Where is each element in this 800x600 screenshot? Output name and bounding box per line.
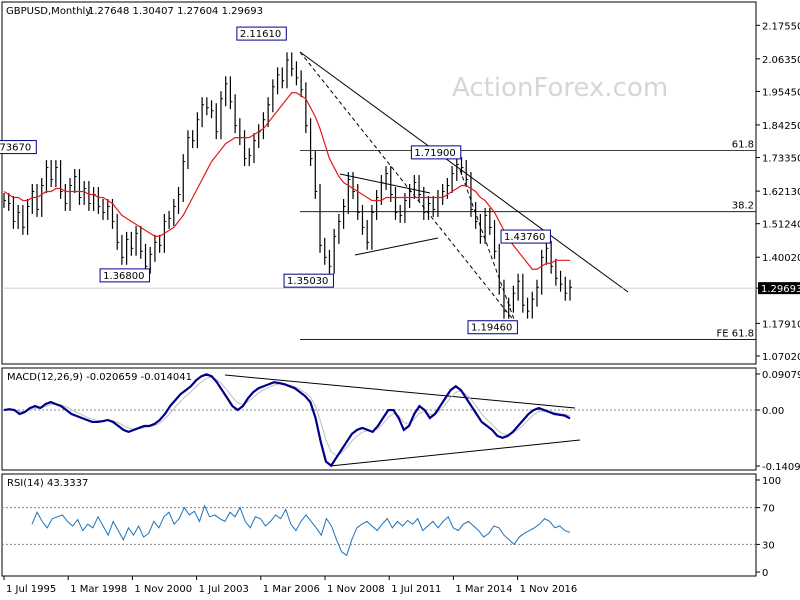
y-tick-label: 1.62130: [762, 187, 800, 198]
annotation-box: [410, 145, 462, 160]
x-tick-label: 1 Nov 2016: [520, 584, 578, 595]
annotation-label: 1.36800: [103, 271, 144, 282]
annotation-label: 2.11610: [240, 29, 281, 40]
symbol-label: GBPUSD,Monthly: [6, 6, 91, 17]
macd-line: [3, 373, 571, 468]
rsi-panel: [1, 473, 757, 577]
rsi-y-tick-label: 70: [762, 504, 775, 515]
y-tick-label: 1.84250: [762, 121, 800, 132]
price-panel: [1, 1, 757, 365]
x-tick-label: 1 Jul 2011: [391, 584, 441, 595]
price-layer: 61.8 38.2 FE 61.8 2.11610 1.73670 1.36800 1.35…: [0, 26, 756, 340]
y-tick-label: 1.95450: [762, 87, 800, 98]
x-tick-label: 1 Jul 2003: [199, 584, 249, 595]
annotation-label: 1.19460: [471, 323, 512, 334]
macd-y-tick-label: 0.090798: [762, 370, 800, 381]
annotation-box: [500, 229, 551, 244]
triangle-lower-line: [354, 237, 439, 256]
rsi-layer: [2, 504, 756, 557]
rsi-line: [31, 504, 571, 557]
x-tick-label: 1 Mar 2006: [263, 584, 320, 595]
triangle-upper-line: [339, 173, 431, 194]
macd-title: MACD(12,26,9) -0.020659 -0.014041: [7, 372, 192, 383]
fib-dashed-line-2: [459, 169, 516, 323]
fib-dashed-line-1: [299, 51, 516, 323]
annotation-box: [236, 26, 287, 41]
y-tick-label: 2.06350: [762, 55, 800, 66]
current-price-tag: [758, 282, 800, 295]
trendlines: [224, 51, 629, 467]
annotation-label: 1.71900: [414, 148, 455, 159]
x-tick-label: 1 Nov 2008: [327, 584, 385, 595]
current-price-label: 1.29693: [761, 284, 800, 295]
macd-y-tick-label: 0.00: [762, 406, 784, 417]
y-tick-label: 1.07020: [762, 352, 800, 363]
annotation-label: 1.35030: [287, 276, 328, 287]
macd-lower-trendline: [329, 439, 581, 467]
macd-y-tick-label: -0.14094: [762, 462, 800, 473]
macd-panel: [1, 367, 757, 471]
annotation-box: [0, 140, 37, 155]
annotation-box: [283, 273, 334, 288]
annotation-box: [467, 320, 518, 335]
level-label: FE 61.8: [716, 329, 754, 340]
rsi-title: RSI(14) 43.3337: [7, 478, 88, 489]
rsi-y-tick-label: 0: [762, 568, 768, 579]
y-tick-label: 1.51240: [762, 220, 800, 231]
rsi-y-tick-label: 30: [762, 540, 775, 551]
moving-average-line: [3, 92, 570, 270]
ohlc-readout: 1.27648 1.30407 1.27604 1.29693: [88, 6, 263, 17]
annotation-label: 1.43760: [504, 232, 545, 243]
y-tick-label: 1.17910: [762, 319, 800, 330]
macd-upper-trendline: [224, 374, 576, 409]
y-tick-label: 1.40020: [762, 253, 800, 264]
macd-layer: [2, 373, 756, 468]
macd-signal-line: [3, 376, 571, 457]
axis-layer: 2.17550 2.06350 1.95450 1.84250 1.73350 1.621…: [3, 21, 800, 595]
y-tick-label: 1.73350: [762, 154, 800, 165]
annotation-label: 1.73670: [0, 143, 31, 154]
level-label: 61.8: [732, 139, 754, 150]
rsi-y-tick-label: 100: [762, 476, 781, 487]
annotation-box: [99, 268, 150, 283]
y-tick-label: 2.17550: [762, 21, 800, 32]
x-tick-label: 1 Mar 1998: [70, 584, 127, 595]
x-tick-label: 1 Jul 1995: [6, 584, 56, 595]
x-tick-label: 1 Nov 2000: [134, 584, 192, 595]
resistance-trendline: [299, 51, 629, 293]
x-tick-label: 1 Mar 2014: [455, 584, 512, 595]
level-label: 38.2: [732, 201, 754, 212]
watermark: ActionForex.com: [452, 73, 668, 103]
